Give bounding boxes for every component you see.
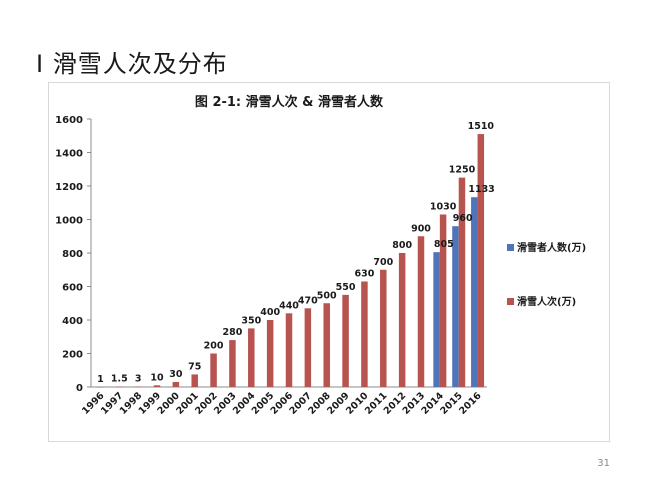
bar-滑雪人次(万)-2004: [248, 328, 255, 387]
chart-svg: 图 2-1: 滑雪人次 & 滑雪者人数020040060080010001200…: [55, 94, 586, 417]
data-label-滑雪人次(万)-2008: 500: [317, 290, 337, 301]
data-label-滑雪人次(万)-2002: 200: [204, 341, 224, 352]
data-label-滑雪人次(万)-2010: 630: [355, 268, 375, 279]
data-label-滑雪人次(万)-2015: 1250: [449, 165, 476, 176]
bar-滑雪人次(万)-2009: [342, 294, 349, 387]
data-label-滑雪人次(万)-2006: 440: [279, 300, 299, 311]
bar-滑雪人次(万)-2002: [210, 353, 217, 387]
data-label-滑雪人次(万)-2000: 30: [169, 369, 183, 380]
y-tick-label: 1400: [55, 149, 83, 160]
data-label-滑雪人次(万)-2011: 700: [373, 257, 393, 268]
bar-滑雪人次(万)-2014: [439, 214, 447, 387]
y-tick-label: 0: [76, 383, 83, 394]
data-label-滑雪人次(万)-1998: 3: [135, 373, 142, 384]
data-label-滑雪人次(万)-1997: 1.5: [111, 374, 128, 385]
slide-title: I 滑雪人次及分布: [36, 50, 228, 78]
legend-label-滑雪人次(万): 滑雪人次(万): [517, 295, 576, 308]
bar-滑雪者人数(万)-2016: [471, 197, 478, 387]
page-number: 31: [597, 458, 610, 469]
bar-滑雪人次(万)-2010: [361, 281, 368, 387]
data-label-滑雪人次(万)-2016: 1510: [468, 121, 495, 132]
bar-滑雪人次(万)-2003: [229, 340, 236, 387]
bar-滑雪者人数(万)-2014: [433, 252, 440, 387]
data-label-滑雪人次(万)-2012: 800: [392, 240, 412, 251]
legend-swatch-滑雪人次(万): [507, 298, 514, 305]
bar-滑雪人次(万)-2012: [398, 253, 406, 387]
bar-滑雪人次(万)-2011: [380, 269, 387, 387]
y-tick-label: 1000: [55, 216, 83, 227]
bar-滑雪人次(万)-2016: [477, 134, 485, 387]
bar-滑雪人次(万)-2008: [323, 303, 330, 387]
bar-滑雪人次(万)-2006: [285, 313, 293, 387]
legend-label-滑雪者人数(万): 滑雪者人数(万): [517, 241, 586, 254]
bar-滑雪人次(万)-2001: [191, 374, 198, 387]
legend-swatch-滑雪者人数(万): [507, 244, 514, 251]
y-tick-label: 800: [62, 249, 83, 260]
bar-滑雪人次(万)-2013: [417, 236, 425, 387]
data-label-滑雪人次(万)-2007: 470: [298, 295, 318, 306]
y-tick-label: 1600: [55, 115, 83, 126]
chart-title: 图 2-1: 滑雪人次 & 滑雪者人数: [195, 94, 384, 110]
bar-滑雪人次(万)-1999: [153, 385, 161, 387]
y-tick-label: 600: [62, 283, 83, 294]
data-label-滑雪者人数(万)-2015: 960: [453, 213, 473, 224]
bar-滑雪者人数(万)-2015: [452, 226, 459, 387]
bar-滑雪人次(万)-2015: [458, 177, 466, 387]
data-label-滑雪人次(万)-1996: 1: [97, 374, 104, 385]
y-tick-label: 200: [62, 350, 83, 361]
data-label-滑雪人次(万)-2009: 550: [336, 282, 356, 293]
data-label-滑雪人次(万)-2001: 75: [188, 361, 201, 372]
bar-滑雪人次(万)-1997: [116, 386, 123, 388]
bar-滑雪人次(万)-1996: [97, 386, 104, 388]
bar-滑雪人次(万)-1998: [134, 386, 142, 388]
data-label-滑雪人次(万)-2004: 350: [241, 315, 261, 326]
chart-frame: 图 2-1: 滑雪人次 & 滑雪者人数 0 200 400 600 800 1000 1200…: [48, 82, 610, 442]
x-tick-label: 2016: [457, 390, 484, 417]
bar-滑雪人次(万)-2000: [172, 381, 180, 387]
y-tick-label: 1200: [55, 182, 83, 193]
data-label-滑雪人次(万)-1999: 10: [150, 372, 164, 383]
data-label-滑雪人次(万)-2005: 400: [260, 307, 280, 318]
data-label-滑雪者人数(万)-2014: 805: [434, 239, 454, 250]
y-tick-label: 400: [62, 316, 83, 327]
data-label-滑雪人次(万)-2013: 900: [411, 223, 431, 234]
bar-滑雪人次(万)-2005: [266, 320, 274, 387]
data-label-滑雪人次(万)-2003: 280: [223, 327, 243, 338]
data-label-滑雪者人数(万)-2016: 1133: [468, 184, 494, 195]
bar-滑雪人次(万)-2007: [304, 308, 312, 387]
data-label-滑雪人次(万)-2014: 1030: [430, 201, 457, 212]
